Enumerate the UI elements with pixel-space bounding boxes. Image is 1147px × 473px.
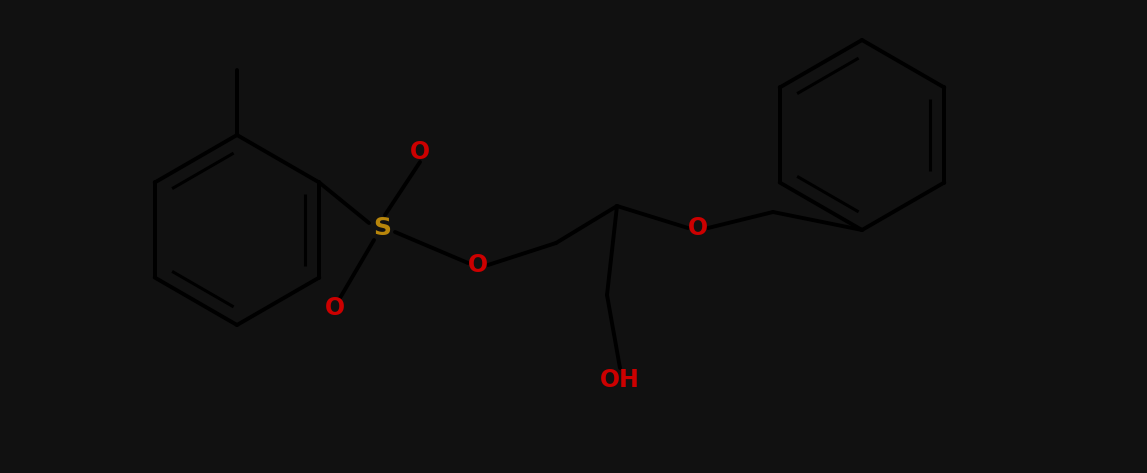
Text: O: O	[409, 140, 430, 164]
Text: OH: OH	[600, 368, 640, 392]
Text: O: O	[688, 216, 708, 240]
Text: S: S	[373, 216, 391, 240]
Text: O: O	[468, 253, 489, 277]
Text: O: O	[325, 296, 345, 320]
